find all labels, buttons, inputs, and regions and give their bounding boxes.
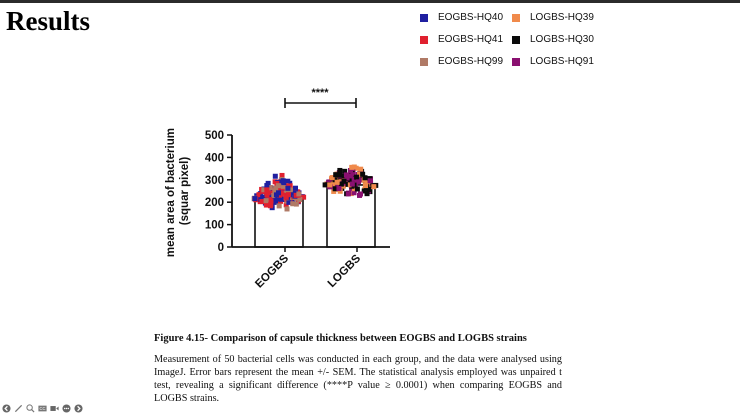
legend-label: EOGBS-HQ40: [438, 12, 504, 23]
caption-title: Figure 4.15- Comparison of capsule thick…: [154, 333, 527, 344]
caption-body: Measurement of 50 bacterial cells was co…: [154, 354, 562, 404]
legend-label: EOGBS-HQ99: [438, 56, 504, 67]
y-axis-title: mean area of bacterium (squar pixel): [165, 125, 191, 257]
legend-label: EOGBS-HQ41: [438, 34, 504, 45]
captions-icon[interactable]: CC: [38, 404, 47, 413]
svg-text:0: 0: [218, 242, 224, 254]
x-axis: EOGBS LOGBS: [232, 246, 390, 290]
legend-item: LOGBS-HQ30: [512, 34, 594, 45]
svg-text:LOGBS: LOGBS: [326, 252, 364, 290]
legend-swatch: [420, 13, 428, 22]
more-icon[interactable]: [62, 404, 71, 413]
legend-label: LOGBS-HQ91: [530, 56, 594, 67]
legend-swatch: [512, 57, 520, 66]
scatter-points: [251, 164, 379, 212]
legend-label: LOGBS-HQ39: [530, 12, 594, 23]
legend-item: EOGBS-HQ40: [420, 12, 503, 23]
legend-swatch: [420, 35, 428, 44]
bar-chart: **** mean area of bacterium (squar pixel…: [165, 87, 390, 290]
svg-text:100: 100: [205, 220, 224, 232]
presentation-toolbar: CC: [2, 404, 83, 413]
back-icon[interactable]: [2, 404, 11, 413]
video-icon[interactable]: [50, 404, 59, 413]
legend-swatch: [512, 13, 520, 22]
figure-caption: Figure 4.15- Comparison of capsule thick…: [154, 333, 562, 405]
significance-annotation: ****: [311, 87, 329, 99]
legend-swatch: [420, 57, 428, 66]
svg-text:300: 300: [205, 175, 224, 187]
zoom-icon[interactable]: [26, 404, 35, 413]
legend-item: LOGBS-HQ39: [512, 12, 594, 23]
y-axis: 0 100 200 300 400 500: [205, 130, 233, 254]
legend-swatch: [512, 35, 520, 44]
legend-item: LOGBS-HQ91: [512, 56, 594, 67]
svg-text:200: 200: [205, 197, 224, 209]
legend-label: LOGBS-HQ30: [530, 34, 594, 45]
slide-title: Results: [6, 6, 91, 36]
forward-icon[interactable]: [74, 404, 83, 413]
window-top-border: [0, 0, 740, 3]
legend-item: EOGBS-HQ99: [420, 56, 503, 67]
svg-text:CC: CC: [40, 406, 46, 411]
svg-text:EOGBS: EOGBS: [253, 252, 291, 290]
svg-text:400: 400: [205, 152, 224, 164]
legend-item: EOGBS-HQ41: [420, 34, 503, 45]
pen-icon[interactable]: [14, 404, 23, 413]
significance-bracket: [284, 98, 357, 108]
svg-text:500: 500: [205, 130, 224, 142]
